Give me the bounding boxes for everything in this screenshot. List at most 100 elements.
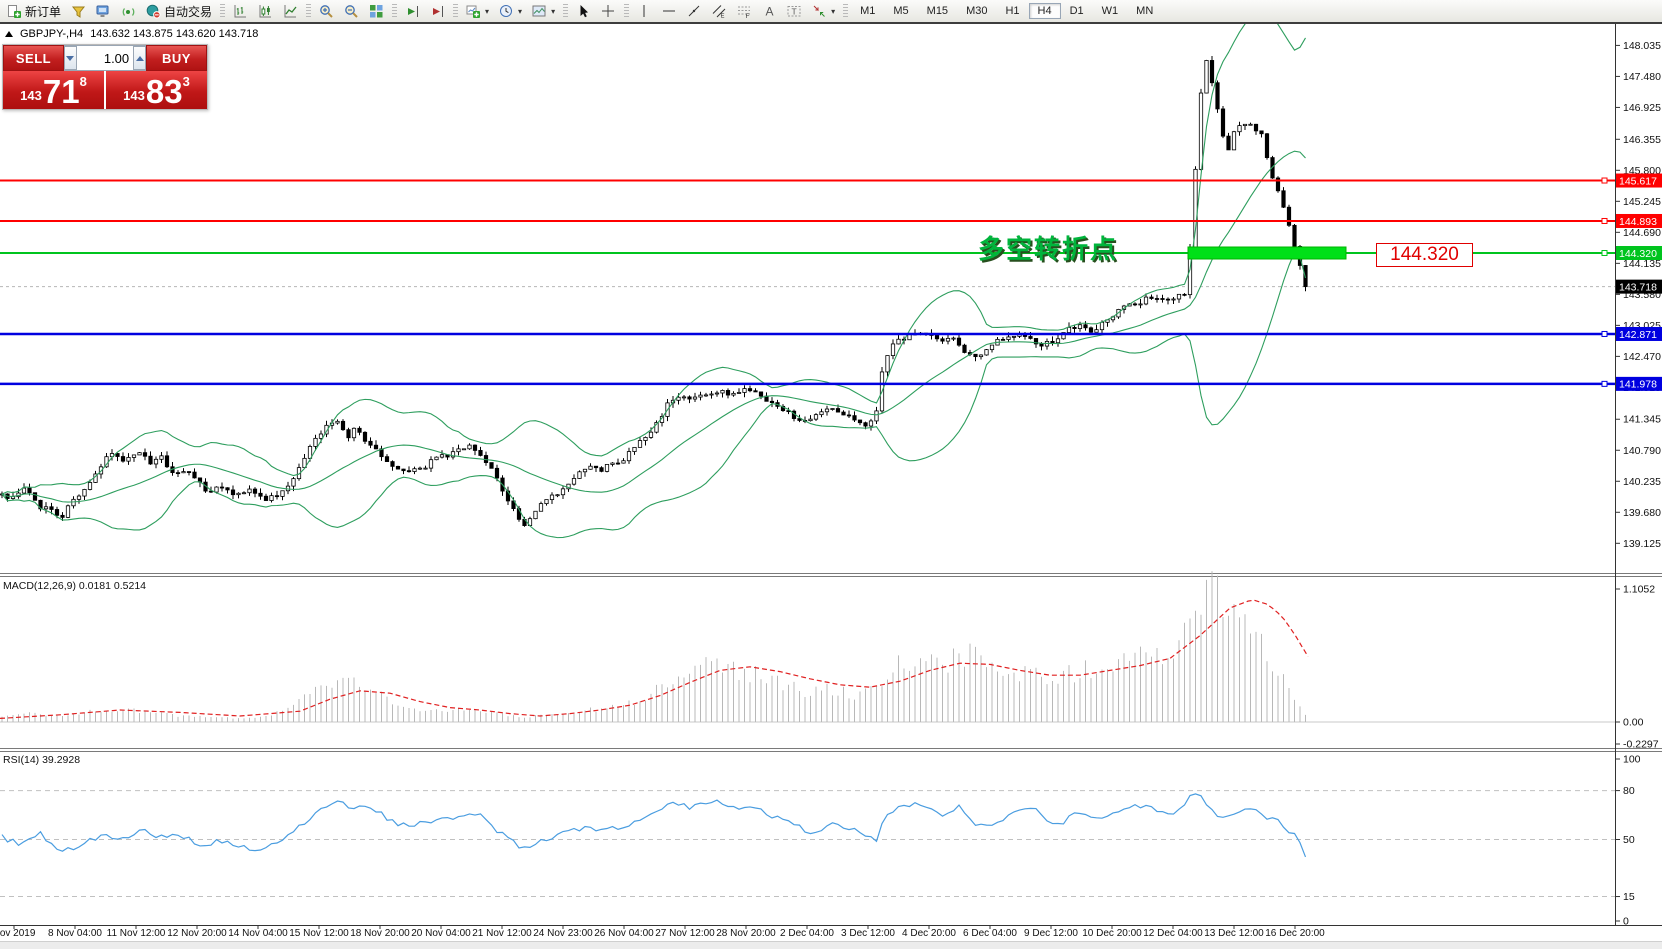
volume-decrease-button[interactable] (64, 46, 77, 70)
price-badge-142.871 (1616, 326, 1662, 341)
arrows-tool-button[interactable]: ▾ (807, 1, 840, 21)
volume-stepper (64, 45, 146, 71)
price-badge-label: 144.893 (1619, 216, 1657, 228)
market-watch-button[interactable] (91, 1, 116, 21)
price-axis-label: 141.345 (1623, 414, 1661, 426)
cursor-tool-button[interactable] (571, 1, 596, 21)
date-label: 27 Nov 12:00 (655, 928, 715, 939)
buy-price-big: 83 (145, 72, 183, 110)
templates-button[interactable]: ▾ (527, 1, 560, 21)
macd-label: MACD(12,26,9) 0.0181 0.5214 (3, 580, 146, 592)
toolbar-group-grip (306, 3, 312, 19)
window-bottom-edge (0, 941, 1662, 949)
periods-button[interactable]: ▾ (494, 1, 527, 21)
date-label: 3 Dec 12:00 (841, 928, 895, 939)
auto-scroll-button[interactable] (400, 1, 425, 21)
price-callout-label[interactable]: 144.320 (1376, 243, 1473, 267)
rsi-axis-label: 80 (1623, 785, 1635, 797)
hline-icon (662, 4, 677, 19)
toolbar-group-grip (220, 3, 226, 19)
template-icon (532, 4, 547, 19)
vertical-line-tool-button[interactable] (632, 1, 657, 21)
date-label: 9 Dec 12:00 (1024, 928, 1078, 939)
timeframe-h4-button[interactable]: H4 (1028, 3, 1061, 19)
tile-icon (369, 4, 384, 19)
level-line-handle[interactable] (1601, 330, 1608, 337)
new-chart-button[interactable]: ▾ (461, 1, 494, 21)
line-chart-icon (283, 4, 298, 19)
channel-tool-button[interactable]: E (707, 1, 732, 21)
bar-chart-mode-button[interactable] (228, 1, 253, 21)
candle-chart-mode-button[interactable] (253, 1, 278, 21)
autotrading-icon (146, 4, 161, 19)
vline-icon (637, 4, 652, 19)
timeframe-d1-button[interactable]: D1 (1061, 3, 1093, 19)
level-line-handle[interactable] (1601, 380, 1608, 387)
funnel-icon (71, 4, 86, 19)
line-chart-mode-button[interactable] (278, 1, 303, 21)
buy-button[interactable]: BUY (146, 45, 207, 71)
horizontal-line-tool-button[interactable] (657, 1, 682, 21)
text-tool-button[interactable]: A (757, 1, 782, 21)
rsi-panel: RSI(14) 39.2928 (0, 754, 1615, 898)
timeframe-m30-button[interactable]: M30 (957, 3, 996, 19)
timeframe-m5-button[interactable]: M5 (884, 3, 917, 19)
new-order-icon (7, 4, 22, 19)
chart-shift-button[interactable] (425, 1, 450, 21)
channel-icon: E (712, 4, 727, 19)
bollinger-middle-band (1, 150, 1306, 503)
buy-price-prefix: 143 (123, 88, 145, 103)
sell-price-button[interactable]: 143 71 8 (3, 71, 104, 109)
zoom-out-icon (344, 4, 359, 19)
date-label: 21 Nov 12:00 (472, 928, 532, 939)
price-badge-144.320 (1616, 246, 1662, 260)
chart-annotation-text: 多空转折点 (978, 234, 1119, 264)
toolbar-group-grip (453, 3, 459, 19)
date-label: 20 Nov 04:00 (411, 928, 471, 939)
level-line-handle[interactable] (1601, 217, 1608, 224)
volume-increase-button[interactable] (133, 46, 146, 70)
volume-input[interactable] (76, 46, 134, 70)
timeframe-mn-button[interactable]: MN (1127, 3, 1162, 19)
caret-down-icon: ▾ (485, 6, 490, 16)
timeframe-m15-button[interactable]: M15 (918, 3, 957, 19)
autotrading-button[interactable]: 自动交易 (141, 1, 217, 21)
level-line-handle[interactable] (1601, 250, 1608, 256)
rsi-axis-label: 100 (1623, 754, 1641, 766)
toolbar-divider (0, 22, 1662, 24)
rsi-axis-label: 50 (1623, 834, 1635, 846)
trendline-tool-button[interactable] (682, 1, 707, 21)
label-tool-button[interactable]: T (782, 1, 807, 21)
tile-windows-button[interactable] (364, 1, 389, 21)
timeframe-w1-button[interactable]: W1 (1093, 3, 1128, 19)
styler-button[interactable] (66, 1, 91, 21)
level-line-handle[interactable] (1601, 177, 1608, 184)
zoom-in-button[interactable] (314, 1, 339, 21)
price-axis-label: 140.235 (1623, 476, 1661, 488)
sell-price-big: 71 (42, 72, 80, 110)
quote-collapse-icon[interactable] (5, 31, 13, 37)
price-badge-label: 144.320 (1619, 248, 1657, 260)
new-order-button[interactable]: 新订单 (2, 1, 66, 21)
date-label: 15 Nov 12:00 (289, 928, 349, 939)
buy-price-button[interactable]: 143 83 3 (106, 71, 207, 109)
zoom-out-button[interactable] (339, 1, 364, 21)
signals-button[interactable] (116, 1, 141, 21)
rsi-label: RSI(14) 39.2928 (3, 754, 80, 766)
crosshair-tool-button[interactable] (596, 1, 621, 21)
turning-point-zone-rect[interactable] (1187, 246, 1347, 260)
macd-panel: MACD(12,26,9) 0.0181 0.5214 (0, 571, 1615, 723)
trade-panel-top-row: SELL BUY (3, 45, 207, 71)
new-order-label: 新订单 (25, 4, 62, 19)
sell-price-prefix: 143 (20, 88, 42, 103)
up-arrow-icon (135, 55, 144, 61)
timeframe-m1-button[interactable]: M1 (851, 3, 884, 19)
sell-button[interactable]: SELL (3, 45, 64, 71)
new-chart-icon (466, 4, 481, 19)
symbol-period-label: GBPJPY-,H4 (20, 28, 84, 40)
down-arrow-icon (66, 55, 75, 61)
price-axis-label: 146.355 (1623, 134, 1661, 146)
fibonacci-tool-button[interactable]: F (732, 1, 757, 21)
timeframe-h1-button[interactable]: H1 (996, 3, 1028, 19)
date-label: 13 Dec 12:00 (1204, 928, 1264, 939)
